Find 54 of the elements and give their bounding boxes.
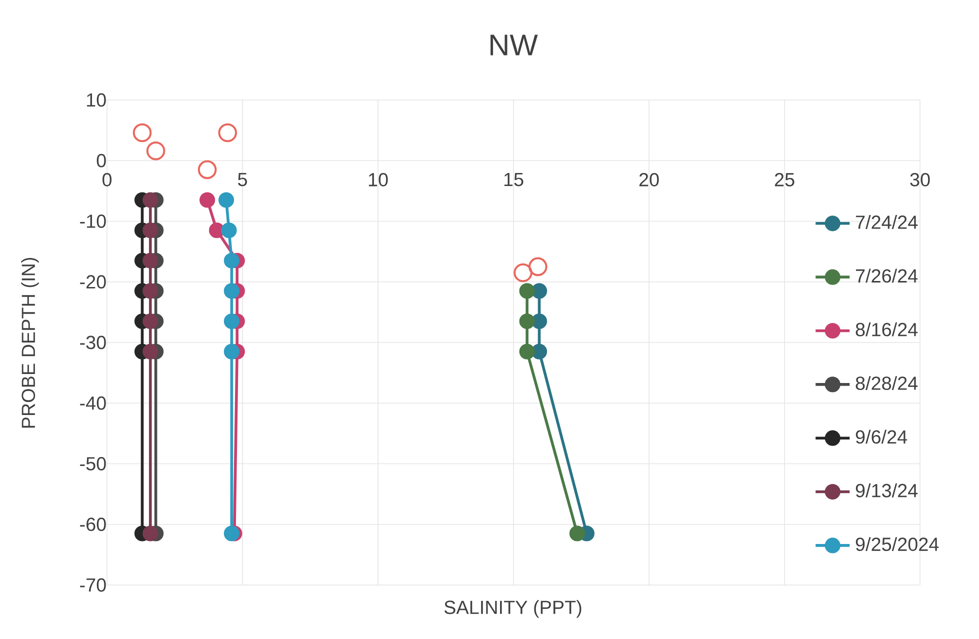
y-axis-title: PROBE DEPTH (IN) bbox=[21, 258, 39, 428]
point bbox=[142, 344, 158, 360]
legend-label: 9/25/2024 bbox=[856, 537, 939, 552]
point bbox=[519, 313, 535, 330]
point bbox=[224, 526, 240, 542]
point bbox=[224, 344, 240, 360]
legend-label: 9/13/24 bbox=[856, 483, 918, 498]
point bbox=[142, 526, 158, 542]
point bbox=[199, 192, 216, 208]
point bbox=[224, 283, 240, 299]
legend-label: 9/6/24 bbox=[856, 430, 908, 444]
point bbox=[528, 257, 548, 276]
x-tick-label: 25 bbox=[774, 172, 794, 186]
y-tick-label: 0 bbox=[96, 154, 106, 168]
point bbox=[531, 313, 548, 330]
y-tick-label: -40 bbox=[80, 396, 106, 410]
x-tick-label: 5 bbox=[238, 172, 247, 186]
point bbox=[198, 160, 217, 180]
y-tick-label: -60 bbox=[80, 518, 106, 532]
point bbox=[569, 526, 585, 542]
point bbox=[514, 263, 532, 282]
y-tick-label: -70 bbox=[80, 578, 106, 592]
y-tick-label: -10 bbox=[80, 214, 106, 228]
y-tick-label: -50 bbox=[80, 457, 106, 470]
point bbox=[218, 123, 238, 142]
chart-title: NW bbox=[490, 34, 538, 56]
point bbox=[224, 313, 240, 330]
legend-label: 8/16/24 bbox=[856, 322, 918, 336]
point bbox=[221, 222, 237, 238]
point bbox=[142, 283, 158, 299]
x-tick-label: 10 bbox=[368, 172, 388, 186]
y-tick-label: -20 bbox=[80, 275, 106, 289]
point bbox=[142, 313, 158, 330]
y-tick-label: -30 bbox=[80, 336, 106, 350]
x-tick-label: 30 bbox=[910, 172, 930, 186]
point bbox=[531, 283, 548, 299]
legend-label: 7/26/24 bbox=[856, 268, 918, 283]
legend-label: 7/24/24 bbox=[856, 215, 918, 229]
x-tick-label: 15 bbox=[504, 172, 524, 186]
point bbox=[531, 344, 548, 360]
point bbox=[142, 252, 158, 268]
point bbox=[142, 222, 158, 238]
point bbox=[208, 222, 225, 238]
point bbox=[132, 123, 152, 142]
point bbox=[224, 252, 240, 268]
x-tick-label: 20 bbox=[639, 172, 659, 186]
point bbox=[519, 344, 535, 360]
point bbox=[142, 192, 158, 208]
point bbox=[519, 283, 535, 299]
point bbox=[146, 142, 166, 160]
x-axis-title: SALINITY (PPT) bbox=[444, 600, 582, 618]
legend-label: 8/28/24 bbox=[856, 376, 918, 390]
y-tick-label: 10 bbox=[86, 93, 106, 107]
point bbox=[218, 192, 234, 208]
